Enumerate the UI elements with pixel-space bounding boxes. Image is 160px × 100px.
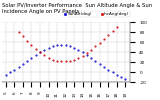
Text: Solar PV/Inverter Performance  Sun Altitude Angle & Sun Incidence Angle on PV Pa: Solar PV/Inverter Performance Sun Altitu… <box>2 3 152 14</box>
Legend: SunAlt(deg), IncAng(deg): SunAlt(deg), IncAng(deg) <box>63 11 130 17</box>
